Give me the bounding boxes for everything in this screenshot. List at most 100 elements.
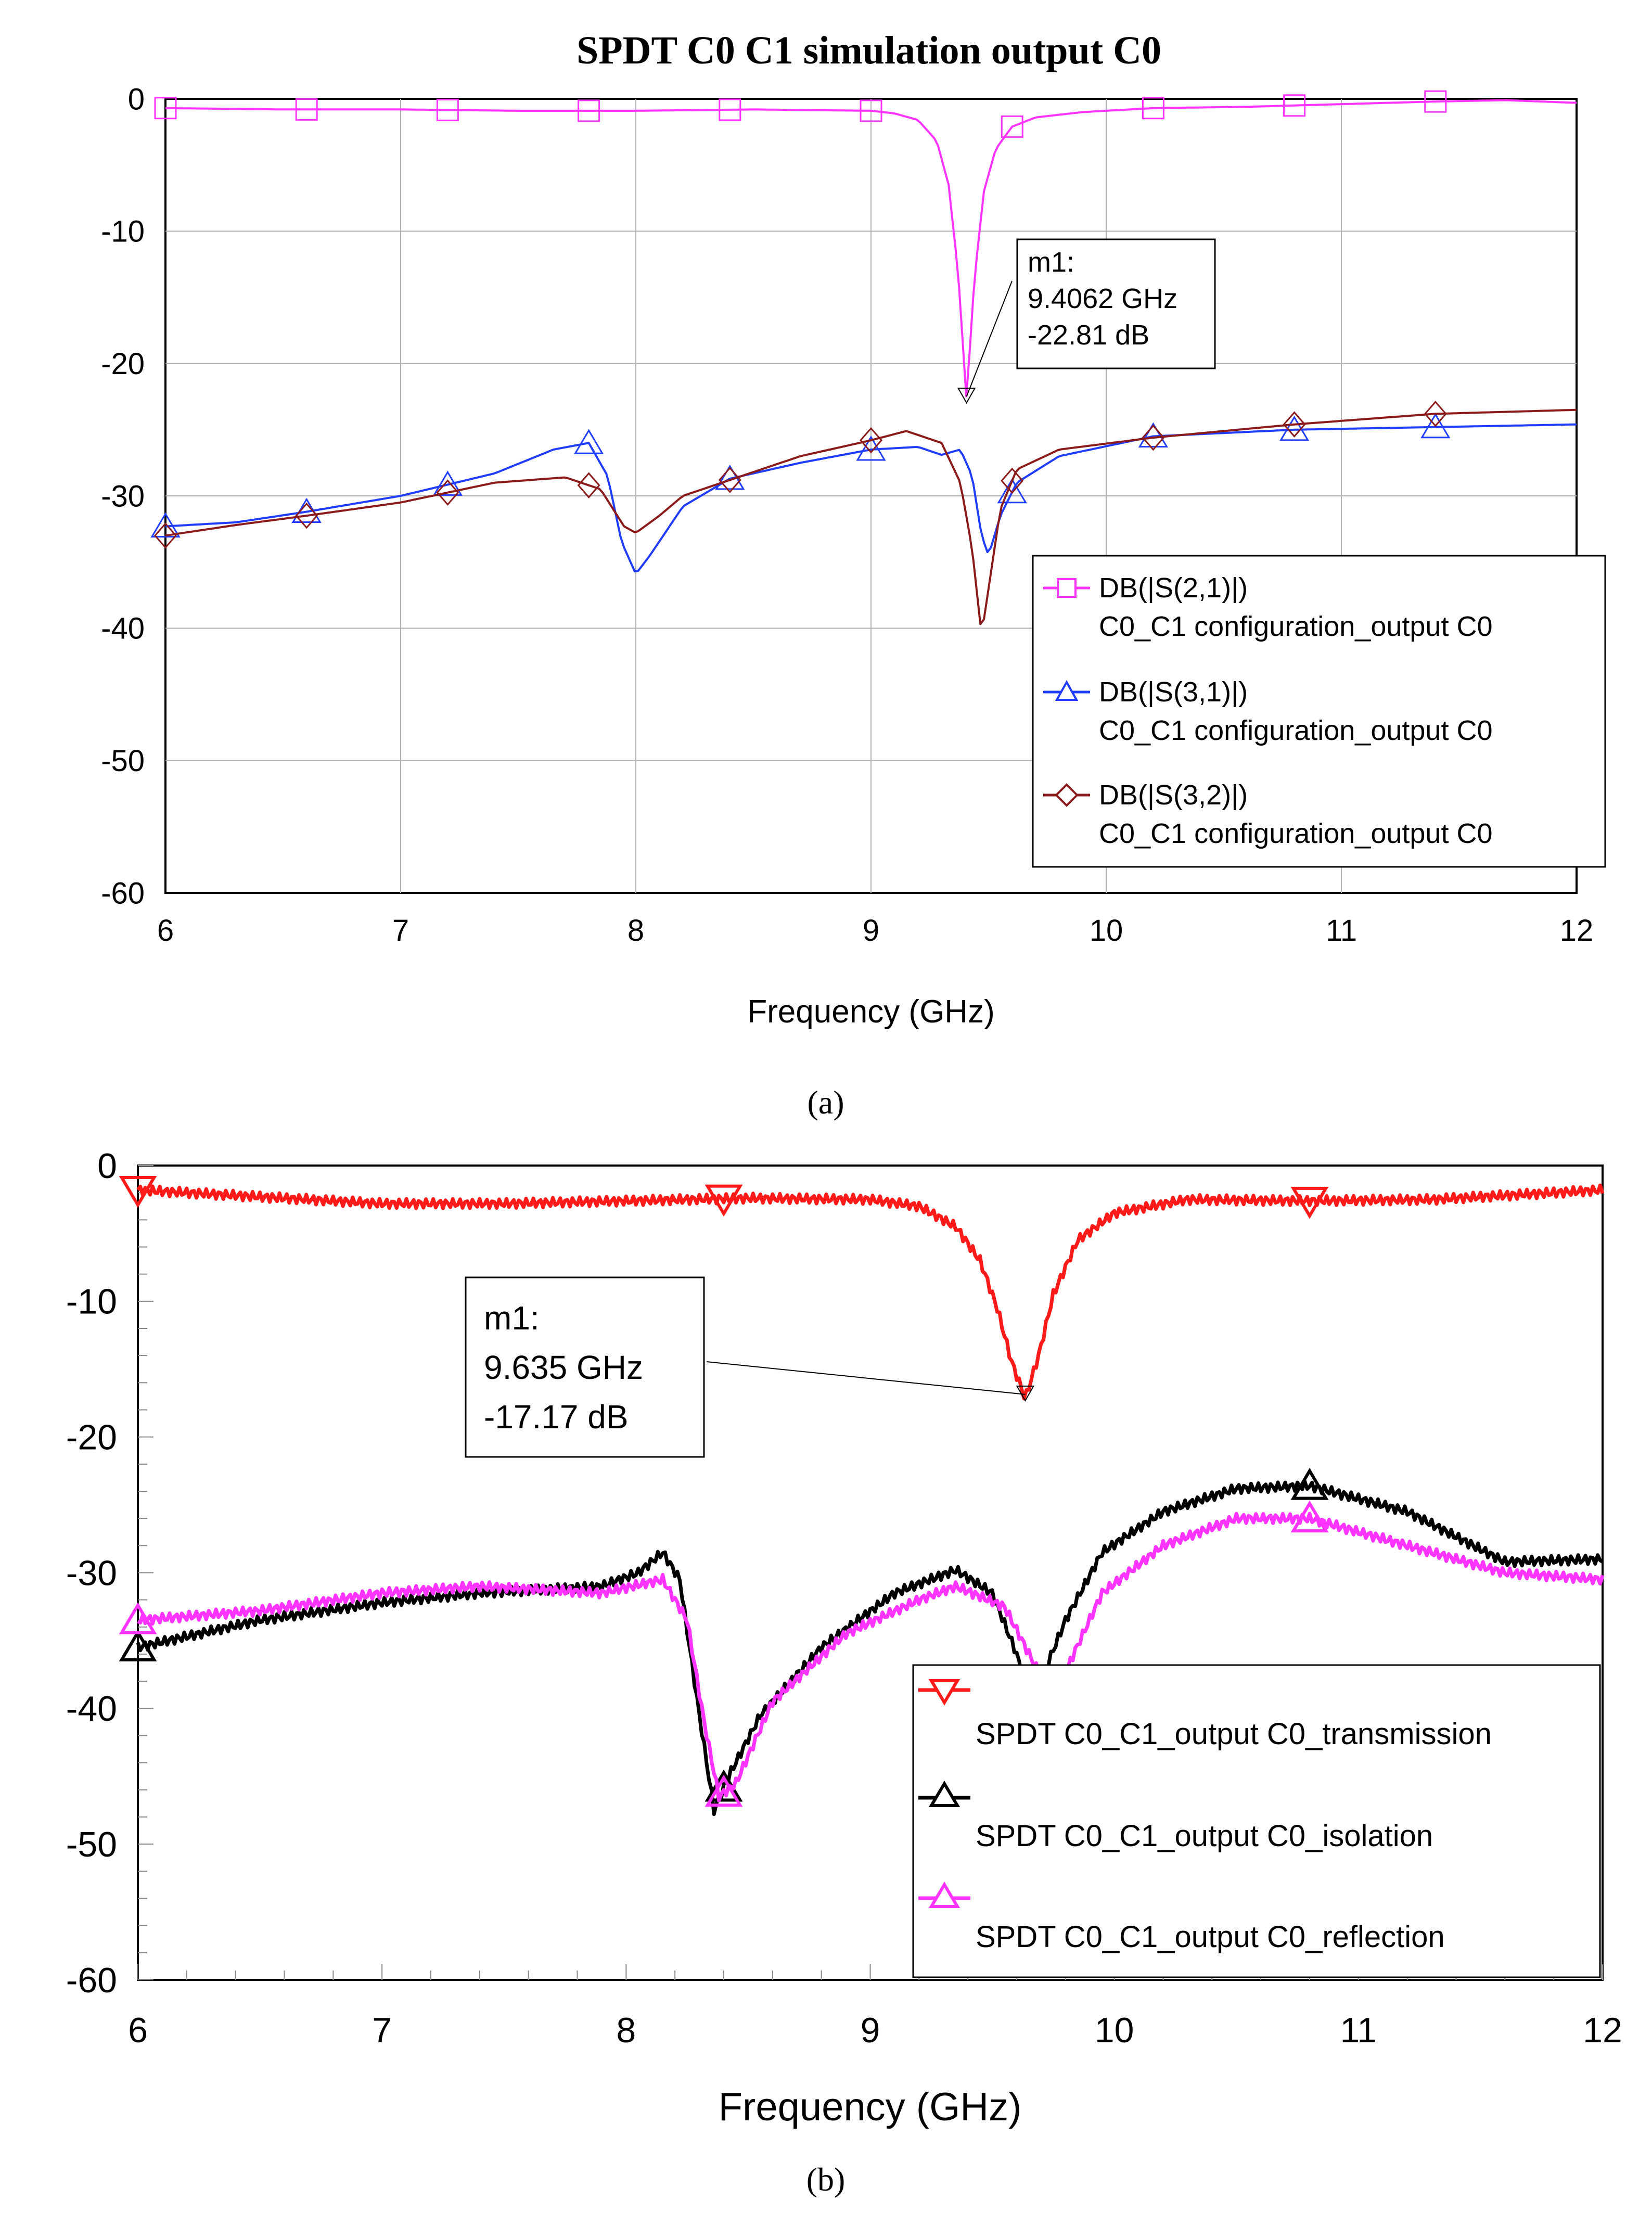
chart-a-y-tick-label: -30 [101,479,145,513]
chart-a-x-tick-label: 10 [1090,914,1123,948]
chart-a-legend-entry-s21: DB(|S(2,1)|) C0_C1 configuration_output … [1043,572,1493,642]
chart-a-series-3-marker [577,472,600,498]
panel-a-chart: SPDT C0 C1 simulation output C0 6 7 8 9 10 11… [101,29,1606,1121]
chart-b-axis-ticks: 6 7 8 9 10 11 12 0 -10 -20 -30 -40 -50 -60 [66,1146,1622,2050]
chart-b-series-2-line [136,1479,1604,1816]
chart-a-series-3-marker [295,502,318,529]
chart-b-y-tick-label: -10 [66,1282,117,1322]
chart-b-series-3-line [137,1512,1605,1803]
chart-a-series-3-marker [1424,401,1447,427]
chart-a-series-2-marker [432,470,463,496]
chart-a-annotation-leader [966,280,1013,397]
chart-a-legend-box [1032,555,1606,868]
chart-a-x-tick-label: 8 [627,914,644,948]
chart-a-series-2-marker [856,436,886,461]
chart-a-y-tick-label: -50 [101,744,145,778]
caption-b: (b) [806,2161,846,2198]
chart-a-series-2-marker [150,512,181,537]
legend-square-marker-icon [1057,578,1077,598]
chart-a-marker-annotation: m1: 9.4062 GHz -22.81 dB [957,238,1216,404]
chart-a-y-tick-label: -20 [101,347,145,381]
chart-a-series-1-marker [1142,97,1164,120]
chart-a-legend-s31-config: C0_C1 configuration_output C0 [1099,715,1493,746]
chart-b-y-tick-label: -60 [66,1961,117,2000]
chart-b-y-tick-label: -40 [66,1689,117,1729]
chart-a-series-3-line [165,408,1577,625]
chart-a-legend-s21-label: DB(|S(2,1)|) [1099,572,1248,604]
chart-a-series-1-marker [1001,115,1023,138]
chart-a-series-1-line [165,99,1577,398]
chart-a-annotation-marker-icon [957,388,976,404]
chart-a-annotation-name: m1: [1028,247,1074,278]
chart-a-series-1-marker [295,98,318,121]
chart-a-legend-s32-label: DB(|S(3,2)|) [1099,779,1248,811]
chart-a-series-3-marker [1283,411,1306,438]
chart-a-annotation-box [1016,238,1216,369]
chart-a-series-2-marker [1138,422,1169,448]
chart-a-y-tick-label: -40 [101,612,145,646]
legend-triangle-marker-icon [1055,680,1079,701]
chart-a-legend: DB(|S(2,1)|) C0_C1 configuration_output … [1032,555,1606,868]
chart-b-series-group [119,1175,1605,1816]
chart-b-series-3-marker [705,1774,743,1807]
chart-a-series-1-marker [860,99,882,122]
chart-b-series-3-marker [1290,1500,1329,1533]
chart-a-series-1-marker [1283,94,1306,117]
chart-a-title: SPDT C0 C1 simulation output C0 [577,29,1161,72]
chart-b-series-1-line [136,1183,1605,1401]
chart-a-legend-s32-config: C0_C1 configuration_output C0 [1099,818,1493,849]
chart-a-series-3-marker [1142,424,1165,451]
chart-a-series-group [150,90,1577,625]
chart-b-x-tick-label: 8 [616,2011,636,2050]
chart-b-legend-isolation-label: SPDT C0_C1_output C0_isolation [976,1819,1433,1853]
chart-a-series-3-marker [154,522,177,549]
chart-a-legend-s21-config: C0_C1 configuration_output C0 [1099,611,1493,642]
chart-b-series-1-marker [1290,1186,1329,1219]
chart-a-series-2-marker [997,478,1027,504]
chart-a-series-1-marker [578,99,600,122]
chart-b-series-1-marker [705,1184,743,1217]
legend-triangle-marker-icon [928,1781,961,1807]
chart-b-y-tick-label: -20 [66,1417,117,1457]
chart-a-y-tick-label: 0 [128,82,145,116]
chart-a-series-2-marker [573,429,604,454]
chart-b-y-tick-label: -50 [66,1825,117,1864]
panel-b-chart: 6 7 8 9 10 11 12 0 -10 -20 -30 -40 -50 -60 m1: 9.635 … [66,1146,1622,2198]
chart-b-series-1-marker [119,1175,157,1208]
chart-b-series-3-marker [119,1602,157,1634]
chart-b-x-tick-label: 10 [1095,2011,1134,2050]
chart-a-axis-ticks: 6 7 8 9 10 11 12 0 -10 -20 -30 -40 -50 -60 [101,82,1593,948]
chart-a-x-tick-label: 9 [863,914,879,948]
chart-b-marker-annotation: m1: 9.635 GHz -17.17 dB [465,1276,1035,1458]
chart-a-series-1-marker [719,98,741,121]
chart-a-annotation-freq: 9.4062 GHz [1028,283,1177,314]
chart-a-series-3-marker [718,467,741,493]
caption-a: (a) [807,1084,844,1121]
chart-b-legend-transmission-label: SPDT C0_C1_output C0_transmission [976,1717,1492,1751]
chart-b-y-tick-label: 0 [97,1146,117,1186]
chart-b-legend-box [912,1664,1601,1978]
chart-a-series-1-marker [436,98,459,121]
chart-a-legend-entry-s31: DB(|S(3,1)|) C0_C1 configuration_output … [1043,676,1493,746]
chart-b-annotation-level: -17.17 dB [484,1398,629,1436]
chart-b-annotation-name: m1: [484,1299,540,1337]
chart-a-legend-entry-s32: DB(|S(3,2)|) C0_C1 configuration_output … [1043,779,1493,849]
chart-b-annotation-box [465,1276,705,1458]
chart-b-annotation-leader [706,1361,1026,1395]
chart-b-annotation-marker-icon [1016,1385,1035,1402]
chart-b-x-tick-label: 12 [1583,2011,1622,2050]
chart-a-series-3-marker [860,427,882,454]
chart-a-series-3-marker [436,479,459,506]
chart-a-x-tick-label: 12 [1560,914,1594,948]
chart-b-x-tick-label: 9 [861,2011,880,2050]
chart-a-x-tick-label: 11 [1326,914,1357,948]
chart-b-y-tick-label: -30 [66,1553,117,1593]
chart-a-legend-s31-label: DB(|S(3,1)|) [1099,676,1248,708]
chart-a-y-tick-label: -10 [101,215,145,249]
chart-b-legend-entry-reflection: SPDT C0_C1_output C0_reflection [918,1882,1445,1954]
legend-triangle-down-marker-icon [928,1679,961,1706]
chart-a-x-tick-label: 6 [157,914,174,948]
chart-a-series-1-marker [1424,90,1447,113]
chart-b-x-tick-label: 7 [372,2011,392,2050]
chart-b-x-tick-label: 11 [1340,2011,1377,2050]
